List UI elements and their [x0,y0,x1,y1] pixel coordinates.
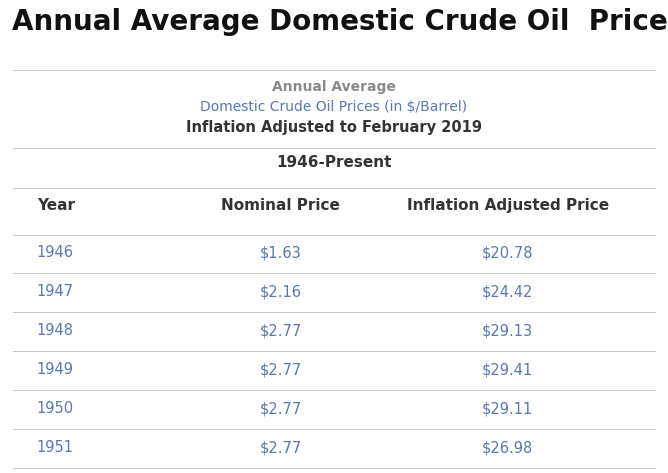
Text: $29.11: $29.11 [482,401,533,416]
Text: 1950: 1950 [37,401,74,416]
Text: 1947: 1947 [37,284,74,299]
Text: Year: Year [37,198,75,213]
Text: $26.98: $26.98 [482,440,533,455]
Text: 1946: 1946 [37,245,73,260]
Text: $2.77: $2.77 [259,401,302,416]
Text: $2.77: $2.77 [259,362,302,377]
Text: $2.77: $2.77 [259,440,302,455]
Text: $24.42: $24.42 [482,284,533,299]
Text: $29.41: $29.41 [482,362,533,377]
Text: $20.78: $20.78 [482,245,534,260]
Text: 1951: 1951 [37,440,73,455]
Text: 1946-Present: 1946-Present [277,155,391,170]
Text: 1948: 1948 [37,323,73,338]
Text: Inflation Adjusted to February 2019: Inflation Adjusted to February 2019 [186,120,482,135]
Text: Annual Average Domestic Crude Oil  Prices: Annual Average Domestic Crude Oil Prices [12,8,668,36]
Text: $2.77: $2.77 [259,323,302,338]
Text: Annual Average: Annual Average [272,80,396,94]
Text: Nominal Price: Nominal Price [221,198,340,213]
Text: Inflation Adjusted Price: Inflation Adjusted Price [407,198,609,213]
Text: Domestic Crude Oil Prices (in $/Barrel): Domestic Crude Oil Prices (in $/Barrel) [200,100,468,114]
Text: $2.16: $2.16 [260,284,301,299]
Text: $29.13: $29.13 [482,323,533,338]
Text: 1949: 1949 [37,362,73,377]
Text: $1.63: $1.63 [260,245,301,260]
